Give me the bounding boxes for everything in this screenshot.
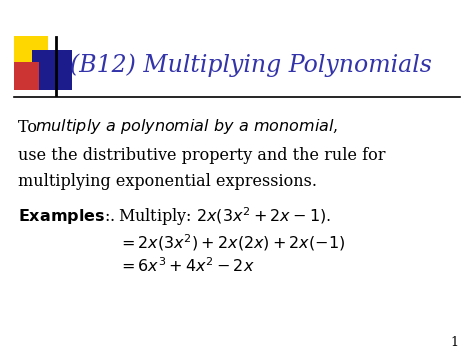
Text: $\mathbf{Examples}$:.: $\mathbf{Examples}$:. xyxy=(18,208,115,226)
Text: $\it{multiply\ a\ polynomial\ by\ a\ monomial}$,: $\it{multiply\ a\ polynomial\ by\ a\ mon… xyxy=(35,118,338,137)
Bar xyxy=(32,50,72,90)
Bar xyxy=(14,62,39,90)
Text: 1: 1 xyxy=(450,337,458,350)
Text: To: To xyxy=(18,119,42,136)
Text: multiplying exponential expressions.: multiplying exponential expressions. xyxy=(18,173,317,190)
Text: $= 2x(3x^2) + 2x(2x) + 2x(-1)$: $= 2x(3x^2) + 2x(2x) + 2x(-1)$ xyxy=(118,233,345,253)
Text: use the distributive property and the rule for: use the distributive property and the ru… xyxy=(18,147,385,164)
Text: $= 6x^3 + 4x^2 - 2x$: $= 6x^3 + 4x^2 - 2x$ xyxy=(118,258,255,276)
Text: (B12) Multiplying Polynomials: (B12) Multiplying Polynomials xyxy=(70,53,432,77)
Bar xyxy=(14,36,48,70)
Text: Multiply: $2x(3x^2 + 2x - 1).$: Multiply: $2x(3x^2 + 2x - 1).$ xyxy=(118,206,331,228)
